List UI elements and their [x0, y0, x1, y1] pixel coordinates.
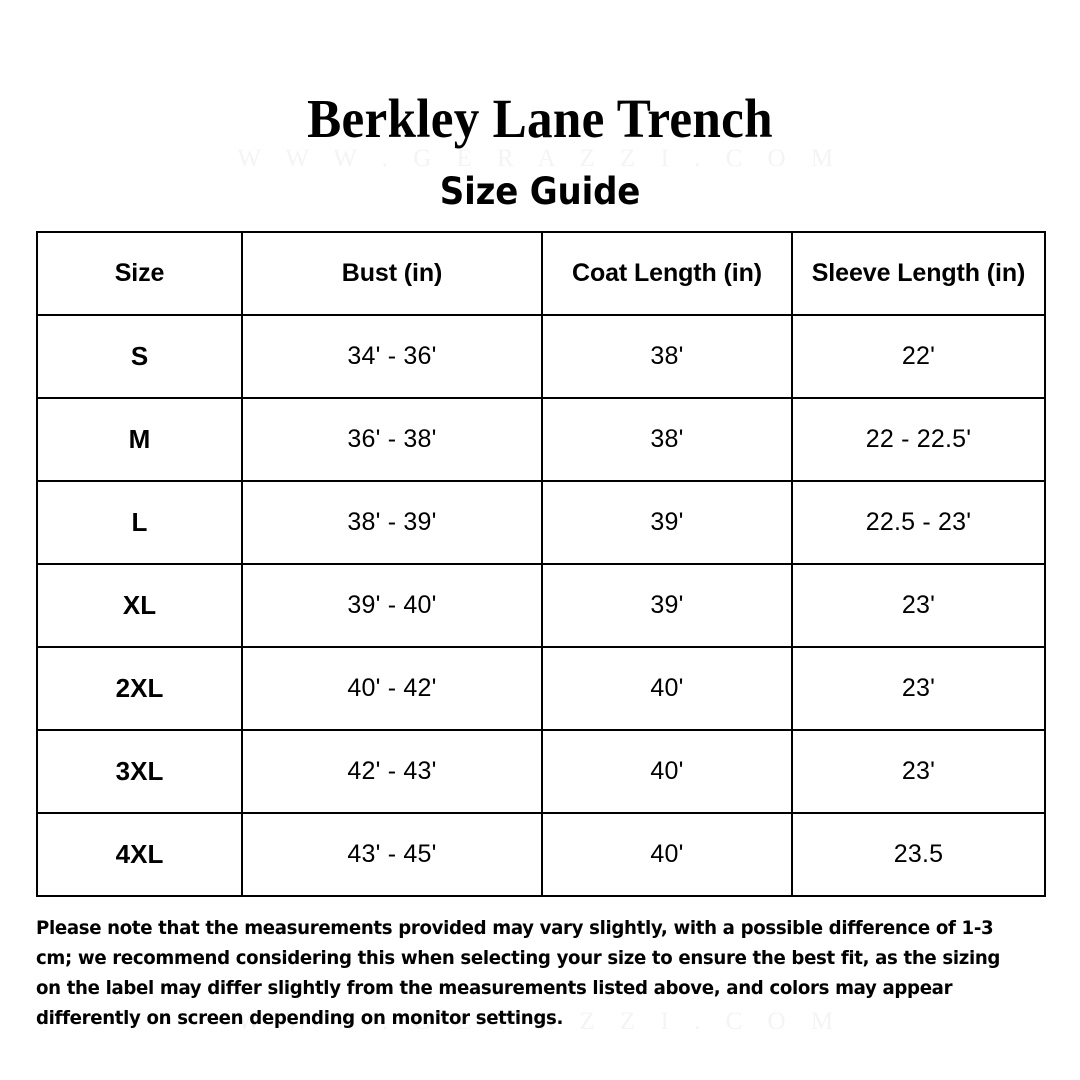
page-subtitle: Size Guide — [439, 170, 641, 213]
cell-coat-length: 40' — [541, 646, 793, 731]
size-guide-table: Size Bust (in) Coat Length (in) Sleeve L… — [36, 231, 1046, 897]
cell-sleeve-length: 23.5 — [791, 812, 1046, 897]
cell-size: L — [36, 480, 243, 565]
cell-coat-length: 39' — [541, 480, 793, 565]
column-header-size: Size — [36, 231, 243, 316]
cell-sleeve-length: 22 - 22.5' — [791, 397, 1046, 482]
cell-coat-length: 40' — [541, 812, 793, 897]
table-row: XL 39' - 40' 39' 23' — [36, 563, 1046, 648]
cell-size: 3XL — [36, 729, 243, 814]
table-row: M 36' - 38' 38' 22 - 22.5' — [36, 397, 1046, 482]
cell-bust: 42' - 43' — [241, 729, 543, 814]
column-header-coat-length: Coat Length (in) — [541, 231, 793, 316]
cell-bust: 43' - 45' — [241, 812, 543, 897]
cell-size: 2XL — [36, 646, 243, 731]
cell-size: XL — [36, 563, 243, 648]
cell-bust: 34' - 36' — [241, 314, 543, 399]
table-row: 3XL 42' - 43' 40' 23' — [36, 729, 1046, 814]
cell-bust: 39' - 40' — [241, 563, 543, 648]
cell-bust: 38' - 39' — [241, 480, 543, 565]
cell-bust: 40' - 42' — [241, 646, 543, 731]
column-header-bust: Bust (in) — [241, 231, 543, 316]
page-title: Berkley Lane Trench — [307, 88, 773, 149]
table-header: Size Bust (in) Coat Length (in) Sleeve L… — [36, 231, 1046, 316]
cell-size: S — [36, 314, 243, 399]
cell-coat-length: 38' — [541, 314, 793, 399]
cell-sleeve-length: 23' — [791, 729, 1046, 814]
cell-sleeve-length: 23' — [791, 646, 1046, 731]
cell-size: M — [36, 397, 243, 482]
table-header-row: Size Bust (in) Coat Length (in) Sleeve L… — [36, 231, 1046, 316]
table-row: L 38' - 39' 39' 22.5 - 23' — [36, 480, 1046, 565]
table-row: S 34' - 36' 38' 22' — [36, 314, 1046, 399]
cell-coat-length: 39' — [541, 563, 793, 648]
table-row: 4XL 43' - 45' 40' 23.5 — [36, 812, 1046, 897]
cell-bust: 36' - 38' — [241, 397, 543, 482]
cell-coat-length: 40' — [541, 729, 793, 814]
column-header-sleeve-length: Sleeve Length (in) — [791, 231, 1046, 316]
cell-size: 4XL — [36, 812, 243, 897]
cell-coat-length: 38' — [541, 397, 793, 482]
footnote-disclaimer: Please note that the measurements provid… — [36, 917, 1001, 1029]
cell-sleeve-length: 22' — [791, 314, 1046, 399]
table-row: 2XL 40' - 42' 40' 23' — [36, 646, 1046, 731]
table-body: S 34' - 36' 38' 22' M 36' - 38' 38' 22 -… — [36, 314, 1046, 897]
cell-sleeve-length: 22.5 - 23' — [791, 480, 1046, 565]
cell-sleeve-length: 23' — [791, 563, 1046, 648]
